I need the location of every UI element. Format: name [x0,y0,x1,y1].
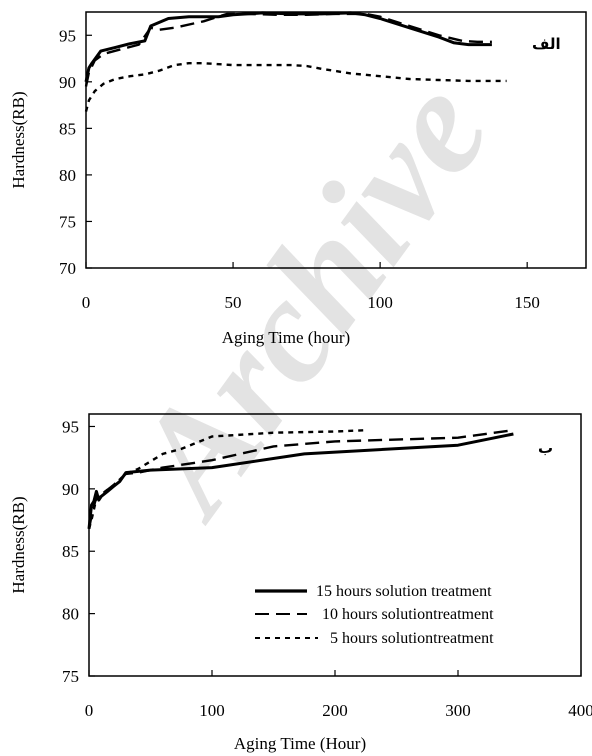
series-line-dotted [87,429,366,530]
x-axis-title: Aging Time (hour) [222,328,350,347]
x-tick-label: 0 [85,701,94,720]
series-line-dashed [87,429,514,530]
y-tick-label: 75 [62,667,79,686]
legend-label: 15 hours solution treatment [316,583,492,600]
legend-label: 5 hours solutiontreatment [330,630,494,647]
series-group [84,11,507,112]
series-line-dotted [84,62,507,112]
panel-label: ب [538,439,553,457]
series-line-solid [84,11,492,83]
x-tick-label: 200 [322,701,348,720]
y-tick-label: 75 [59,212,76,231]
series-group [87,429,514,530]
x-tick-label: 0 [82,293,91,312]
chart-top-panel: 70 75 80 85 90 95 0 50 100 150 الف Aging Time (ho… [9,11,587,347]
y-tick-label: 80 [62,605,79,624]
x-axis-title: Aging Time (Hour) [234,734,366,753]
legend: 15 hours solution treatment 10 hours sol… [255,583,494,647]
x-tick-label: 300 [445,701,471,720]
y-axis-title: Hardness(RB) [9,91,28,188]
y-tick-label: 85 [59,119,76,138]
y-tick-label: 90 [62,480,79,499]
tick-group: 75 80 85 90 95 0 100 200 300 400 [62,417,592,720]
x-tick-label: 150 [514,293,540,312]
y-axis-title: Hardness(RB) [9,496,28,593]
panel-label: الف [532,35,561,53]
tick-group: 70 75 80 85 90 95 0 50 100 150 [59,26,540,312]
x-tick-label: 100 [199,701,225,720]
x-tick-label: 50 [225,293,242,312]
x-tick-label: 100 [367,293,393,312]
archive-watermark: Archive [98,51,521,546]
y-tick-label: 95 [62,417,79,436]
chart-bottom-panel: 75 80 85 90 95 0 100 200 300 400 ب Aging Time (Ho… [9,413,592,753]
y-tick-label: 90 [59,73,76,92]
x-tick-label: 400 [568,701,592,720]
y-tick-label: 80 [59,166,76,185]
series-line-solid [87,432,514,529]
y-tick-label: 85 [62,542,79,561]
series-line-dashed [84,12,492,87]
y-tick-label: 95 [59,26,76,45]
legend-label: 10 hours solutiontreatment [322,606,494,623]
y-tick-label: 70 [59,259,76,278]
